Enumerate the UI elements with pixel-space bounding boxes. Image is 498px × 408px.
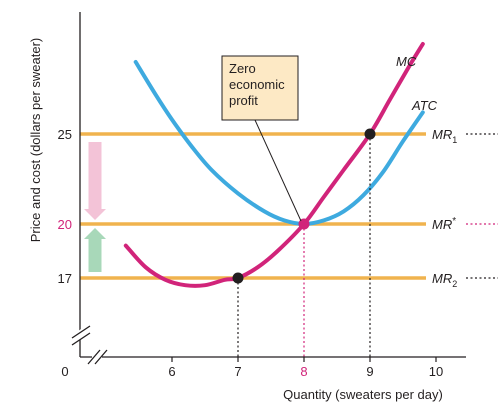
price-lines-layer xyxy=(80,132,498,280)
y-tick-label-20: 20 xyxy=(58,217,72,232)
annotation-box xyxy=(221,55,299,121)
droplines-layer xyxy=(237,134,371,357)
x-tick-label-8: 8 xyxy=(300,364,307,379)
equilibrium-point-3 xyxy=(232,272,244,284)
x-tick-label-0: 0 xyxy=(61,364,68,379)
annotation-line-1: Zero xyxy=(229,61,256,76)
price-rise-arrow xyxy=(84,228,106,272)
y-axis-break-mark-1 xyxy=(71,325,91,339)
equilibrium-point-1 xyxy=(364,128,376,140)
y-axis-title: Price and cost (dollars per sweater) xyxy=(28,38,43,242)
mr-label-1: MR1 xyxy=(432,127,457,145)
x-axis-break-gap xyxy=(92,352,102,362)
x-tick-label-10: 10 xyxy=(429,364,443,379)
atc-label: ATC xyxy=(411,98,438,113)
price-fall-arrow xyxy=(84,142,106,220)
mc-label: MC xyxy=(396,54,417,69)
annotation-pointer xyxy=(254,119,302,222)
y-tick-label-25: 25 xyxy=(58,127,72,142)
annotation-line-2: economic xyxy=(229,77,285,92)
x-axis-break-mark-1 xyxy=(87,349,101,365)
atc-curve xyxy=(133,60,425,227)
y-tick-label-17: 17 xyxy=(58,271,72,286)
y-axis-break-gap xyxy=(71,326,89,344)
x-tick-label-7: 7 xyxy=(234,364,241,379)
x-tick-label-9: 9 xyxy=(366,364,373,379)
y-axis-break-mark-2 xyxy=(71,332,91,346)
mc-curve xyxy=(123,42,425,288)
mr-label-3: MR2 xyxy=(432,271,457,289)
arrows-layer xyxy=(84,142,106,272)
x-tick-label-6: 6 xyxy=(168,364,175,379)
x-axis-title: Quantity (sweaters per day) xyxy=(283,387,443,402)
annotation-line-3: profit xyxy=(229,93,258,108)
mr-label-2: MR* xyxy=(432,216,456,232)
axes-layer: 0 6 7 8 9 10 17 20 25 xyxy=(58,12,466,379)
points-layer xyxy=(232,128,376,284)
equilibrium-point-2 xyxy=(298,218,310,230)
curves-layer xyxy=(123,42,425,288)
x-axis-break-mark-2 xyxy=(94,349,108,365)
labels-layer: MR1 MR* MR2 MC ATC xyxy=(396,54,457,289)
